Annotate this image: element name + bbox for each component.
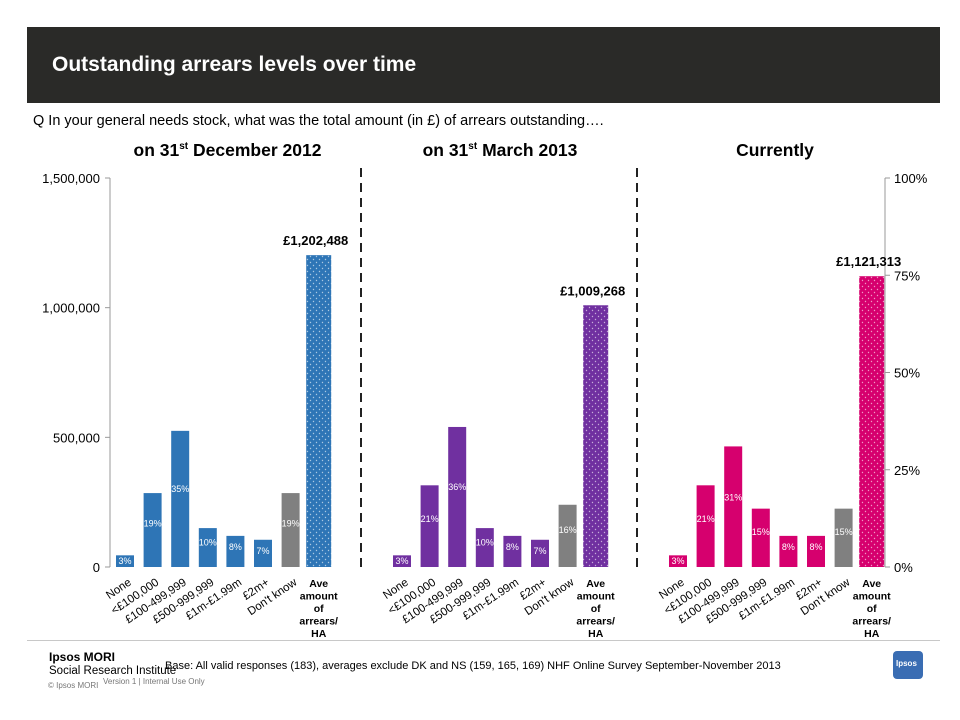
bar-percent-label: 8% — [782, 542, 795, 552]
bar-percent-label: 21% — [697, 514, 715, 524]
bar-1-7 — [281, 493, 300, 567]
bar-1-6 — [254, 539, 272, 567]
average-category-label: of — [314, 603, 324, 615]
bar-percent-label: 8% — [506, 542, 519, 552]
average-value-label: £1,202,488 — [283, 233, 348, 248]
bar-1-1 — [116, 555, 134, 567]
arrears-chart: 0 500,000 1,000,000 1,500,000 0% 25% 50% 75% 100… — [42, 168, 928, 640]
average-category-label: HA — [311, 628, 327, 640]
average-bar-1 — [306, 255, 332, 567]
average-category-label: HA — [588, 628, 604, 640]
bar-percent-label: 7% — [256, 546, 269, 556]
right-axis-tick-label: 75% — [894, 268, 920, 283]
bar-3-1 — [669, 555, 687, 567]
average-value-label: £1,121,313 — [836, 254, 901, 269]
bar-percent-label: 3% — [118, 556, 131, 566]
question-text: Q In your general needs stock, what was … — [33, 113, 604, 129]
average-category-label: of — [867, 603, 877, 615]
bar-percent-label: 7% — [533, 546, 546, 556]
right-axis-tick-label: 50% — [894, 366, 920, 381]
left-axis-tick-label: 0 — [93, 560, 100, 575]
bar-percent-label: 35% — [171, 484, 189, 494]
average-category-label: amount — [853, 591, 891, 603]
average-category-label: Ave — [586, 578, 605, 590]
bar-3-3 — [724, 446, 743, 567]
bar-percent-label: 3% — [395, 556, 408, 566]
slide-title: Outstanding arrears levels over time — [52, 53, 417, 76]
copyright-text: © Ipsos MORI — [48, 681, 99, 690]
bar-percent-label: 15% — [752, 527, 770, 537]
bar-percent-label: 8% — [809, 542, 822, 552]
bar-percent-label: 19% — [282, 518, 300, 528]
average-category-label: amount — [577, 591, 615, 603]
bar-2-6 — [531, 539, 549, 567]
average-category-label: Ave — [309, 578, 328, 590]
average-category-label: arrears/ — [299, 616, 338, 628]
bar-percent-label: 19% — [144, 518, 162, 528]
average-category-label: amount — [300, 591, 338, 603]
average-category-label: of — [591, 603, 601, 615]
average-bar-2 — [583, 305, 609, 567]
bar-percent-label: 10% — [199, 538, 217, 548]
bar-percent-label: 3% — [671, 556, 684, 566]
bar-2-5 — [503, 535, 522, 567]
bar-3-2 — [696, 485, 715, 567]
bar-percent-label: 10% — [476, 538, 494, 548]
average-category-label: Ave — [862, 578, 881, 590]
average-category-label: arrears/ — [576, 616, 615, 628]
bar-percent-label: 16% — [559, 525, 577, 535]
bar-3-6 — [807, 535, 825, 567]
left-axis-tick-label: 1,000,000 — [42, 301, 100, 316]
left-axis-tick-label: 500,000 — [53, 430, 100, 445]
ipsos-badge-logo: Ipsos — [893, 651, 923, 679]
logo-subtitle: Social Research Institute — [49, 665, 177, 677]
average-category-label: HA — [864, 628, 880, 640]
bar-2-2 — [420, 485, 439, 567]
bar-percent-label: 21% — [421, 514, 439, 524]
right-axis-tick-label: 25% — [894, 463, 920, 478]
bar-percent-label: 15% — [835, 527, 853, 537]
bar-percent-label: 36% — [448, 482, 466, 492]
bar-3-4 — [751, 508, 770, 567]
base-note: Base: All valid responses (183), average… — [165, 660, 781, 672]
bar-2-4 — [475, 528, 494, 567]
bar-3-7 — [834, 508, 853, 567]
panel-title-dec-2012: on 31st December 2012 — [133, 140, 322, 160]
average-value-label: £1,009,268 — [560, 283, 625, 298]
footer-divider — [27, 640, 940, 641]
bar-1-2 — [143, 493, 162, 567]
right-axis-tick-label: 0% — [894, 560, 913, 575]
bar-1-4 — [198, 528, 217, 567]
bar-3-5 — [779, 535, 798, 567]
panel-title-currently: Currently — [736, 140, 814, 160]
slide-header: Outstanding arrears levels over time — [27, 27, 940, 103]
bar-2-7 — [558, 504, 577, 567]
panel-title-mar-2013: on 31st March 2013 — [422, 140, 578, 160]
logo-name: Ipsos MORI — [49, 650, 116, 664]
bar-percent-label: 8% — [229, 542, 242, 552]
average-category-label: arrears/ — [852, 616, 891, 628]
average-bar-3 — [859, 276, 885, 567]
bar-2-3 — [448, 426, 467, 567]
bar-1-3 — [171, 430, 190, 567]
ipsos-mori-logo: Ipsos MORI Social Research Institute — [49, 650, 176, 678]
left-axis-tick-label: 1,500,000 — [42, 171, 100, 186]
bar-2-1 — [393, 555, 411, 567]
bar-1-5 — [226, 535, 245, 567]
right-axis-tick-label: 100% — [894, 171, 928, 186]
bar-percent-label: 31% — [724, 493, 742, 503]
version-text: Version 1 | Internal Use Only — [103, 677, 205, 686]
